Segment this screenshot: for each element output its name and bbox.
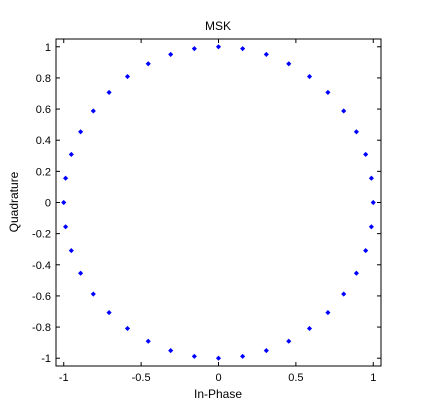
data-point [191,46,197,52]
chart-title: MSK [205,19,231,33]
x-axis-label: In-Phase [194,387,242,401]
data-point [341,291,347,297]
x-tick-label: 1 [370,372,376,384]
y-tick-label: 0.2 [36,166,51,178]
plot-area-frame [55,38,382,367]
data-point [263,51,269,57]
y-axis-label: Quadrature [7,171,21,232]
data-point [168,51,174,57]
data-point [106,89,112,95]
data-point [325,89,331,95]
data-point [90,108,96,114]
x-tick-label: -1 [59,372,69,384]
data-point [368,175,374,181]
data-point [61,199,67,206]
data-point [263,348,269,354]
data-point [68,248,74,254]
y-tick-label: -1 [41,353,51,365]
x-tick-label: 0 [215,372,221,384]
data-point [363,151,369,157]
y-tick-label: 0.6 [36,104,51,116]
data-point [341,108,347,114]
data-point [63,175,69,181]
data-point [306,325,313,332]
data-point [286,338,292,344]
data-point [368,224,374,230]
y-tick-label: -0.2 [32,229,51,241]
data-point [363,248,369,254]
data-point [78,129,84,135]
data-point [215,355,222,361]
data-point [240,353,246,359]
y-tick-label: 0.8 [36,73,51,85]
data-point [68,151,74,157]
data-point [306,73,313,80]
data-point [145,61,151,67]
data-point [145,338,151,344]
data-point [191,353,197,359]
data-point [168,348,174,354]
y-tick-label: -0.4 [32,260,51,272]
data-point [353,129,359,135]
data-points [61,44,376,361]
data-point [370,199,376,206]
y-tick-label: -0.8 [32,322,51,334]
y-tick-label: 0 [45,198,51,210]
data-point [215,44,222,50]
data-point [325,310,331,316]
data-point [124,325,131,332]
data-point [353,270,359,276]
y-tick-label: -0.6 [32,291,51,303]
x-tick-label: 0.5 [288,372,303,384]
data-point [78,270,84,276]
data-point [63,224,69,230]
x-tick-label: -0.5 [132,372,151,384]
data-point [286,61,292,67]
data-point [124,73,131,80]
data-point [106,310,112,316]
y-tick-label: 0.4 [36,135,51,147]
data-point [240,46,246,52]
y-tick-label: 1 [45,42,51,54]
data-point [90,291,96,297]
